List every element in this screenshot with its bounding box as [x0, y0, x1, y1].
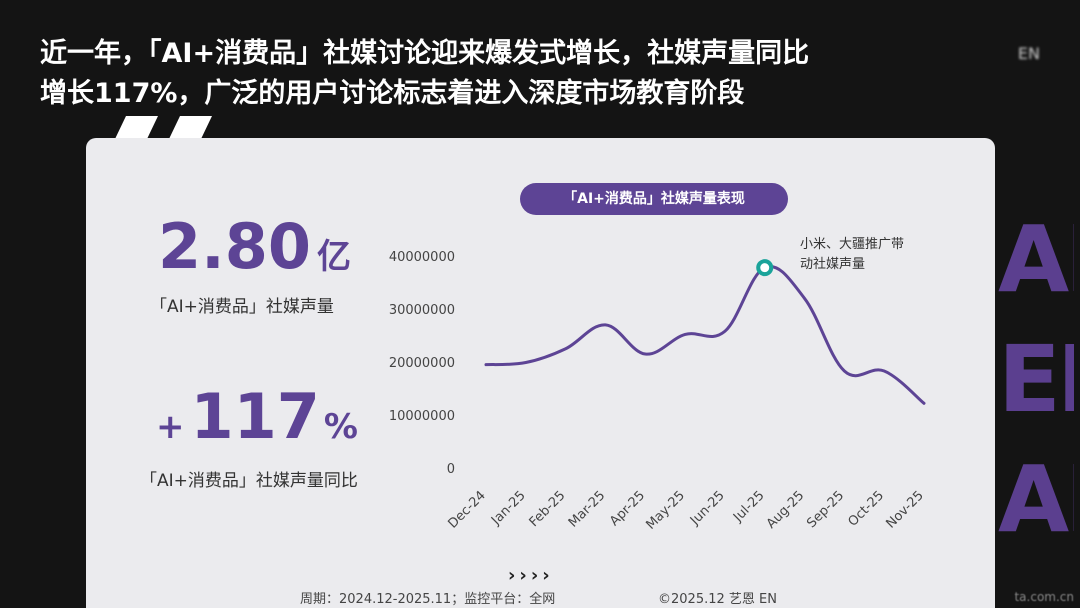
- kpi-yoy-label: 「AI+消费品」社媒声量同比: [140, 471, 358, 491]
- headline: 近一年，「AI+消费品」社媒讨论迎来爆发式增长，社媒声量同比 增长117%，广泛…: [40, 34, 1020, 114]
- x-tick-label: Aug-25: [764, 488, 808, 532]
- x-tick-label: Dec-24: [445, 488, 488, 531]
- x-tick-label: Mar-25: [566, 488, 608, 530]
- kpi-volume: 2.80 亿: [158, 210, 351, 283]
- x-tick-label: Oct-25: [845, 488, 887, 530]
- content-panel: [86, 138, 995, 608]
- x-tick-label: Nov-25: [884, 488, 927, 531]
- x-tick-label: Jan-25: [488, 488, 529, 529]
- series-line: [484, 265, 926, 405]
- x-tick-label: Feb-25: [527, 488, 569, 530]
- top-right-brand: EN: [1017, 44, 1040, 63]
- bg-letter-3: AI): [998, 446, 1074, 553]
- x-tick-label: May-25: [643, 488, 687, 532]
- kpi-yoy-sign: +: [156, 407, 185, 447]
- x-tick-label: Jul-25: [730, 488, 767, 525]
- footer-copyright: ©2025.12 艺恩 EN: [658, 592, 777, 607]
- watermark: ta.com.cn: [1014, 590, 1074, 604]
- kpi-yoy-value: 117: [190, 380, 320, 453]
- footer-period: 周期：2024.12-2025.11；监控平台：全网: [300, 592, 556, 607]
- kpi-volume-label: 「AI+消费品」社媒声量: [150, 297, 334, 317]
- highlight-annotation: 小米、大疆推广带: [800, 237, 904, 252]
- kpi-volume-unit: 亿: [316, 237, 351, 277]
- y-tick-label: 0: [447, 462, 455, 477]
- background-letters: AL EN AI): [998, 200, 1074, 580]
- highlight-point: [756, 259, 774, 277]
- headline-line-2: 增长117%，广泛的用户讨论标志着进入深度市场教育阶段: [40, 78, 745, 109]
- chart-title: 「AI+消费品」社媒声量表现: [520, 183, 788, 215]
- y-tick-label: 20000000: [389, 356, 455, 371]
- kpi-volume-value: 2.80: [158, 210, 311, 283]
- x-tick-label: Sep-25: [804, 488, 847, 531]
- headline-line-1: 近一年，「AI+消费品」社媒讨论迎来爆发式增长，社媒声量同比: [40, 38, 810, 69]
- next-arrows: ››››: [508, 565, 554, 586]
- bg-letter-2: EN: [998, 326, 1074, 433]
- x-tick-label: Jun-25: [687, 488, 728, 529]
- kpi-yoy: +117%: [156, 380, 358, 453]
- y-tick-label: 40000000: [389, 250, 455, 265]
- y-tick-label: 30000000: [389, 303, 455, 318]
- y-tick-label: 10000000: [389, 409, 455, 424]
- x-tick-label: Apr-25: [607, 488, 648, 529]
- panel-edge: [86, 544, 100, 608]
- highlight-annotation: 动社媒声量: [800, 256, 865, 272]
- kpi-yoy-unit: %: [323, 407, 358, 447]
- bg-letter-1: AL: [998, 206, 1074, 313]
